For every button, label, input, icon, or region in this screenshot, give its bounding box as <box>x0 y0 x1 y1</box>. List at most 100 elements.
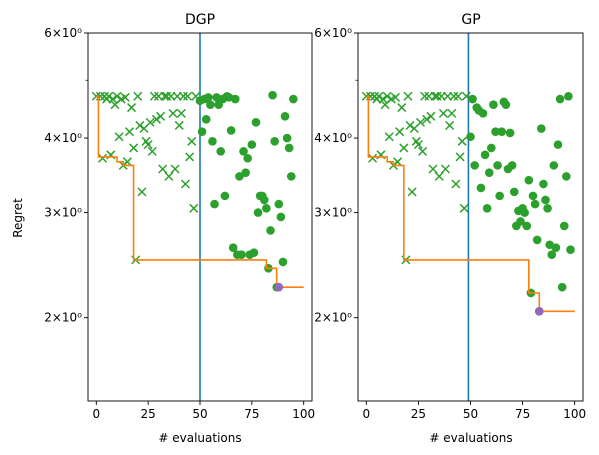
dgp-initial-point <box>176 108 186 118</box>
dgp-initial-point <box>143 140 153 150</box>
dgp-y-tick-label: 6×10⁰ <box>44 26 82 40</box>
gp-initial-point <box>459 203 469 213</box>
dgp-evaluated-point <box>197 127 207 136</box>
gp-initial-point <box>374 91 384 101</box>
gp-initial-point-stroke <box>440 164 451 174</box>
gp-y-tick-label: 2×10⁰ <box>314 311 352 325</box>
dgp-x-tick-label: 0 <box>92 407 100 421</box>
dgp-initial-point <box>97 153 108 163</box>
gp-initial-point <box>403 91 413 101</box>
gp-initial-point <box>432 91 442 101</box>
gp-initial-point-stroke <box>422 114 432 124</box>
gp-evaluated-point <box>559 221 569 231</box>
dgp-initial-point-stroke <box>185 152 195 162</box>
dgp-evaluated-point <box>237 250 246 260</box>
dgp-initial-point-stroke <box>174 120 184 130</box>
gp-evaluated-point <box>547 250 557 260</box>
dgp-initial-point <box>133 91 143 101</box>
gp-initial-point-stroke <box>378 94 388 104</box>
gp-evaluated-point <box>480 150 490 160</box>
gp-evaluated-point <box>516 217 525 226</box>
gp-initial-point-stroke <box>411 136 421 146</box>
dgp-initial-point <box>158 164 168 174</box>
dgp-evaluated-point <box>282 133 292 143</box>
dgp-initial-point <box>149 91 159 101</box>
gp-initial-point <box>426 111 436 121</box>
dgp-evaluated-point <box>274 199 284 209</box>
dgp-x-tick-label: 75 <box>244 407 259 421</box>
dgp-initial-point <box>170 164 180 174</box>
gp-evaluated-point <box>484 168 494 177</box>
dgp-panel: DGP # evaluations Regret 0 25 50 75 100 2×10⁰… <box>11 12 315 445</box>
dgp-initial-point <box>174 120 184 130</box>
gp-x-tick-label: 25 <box>411 407 426 421</box>
gp-evaluated-point <box>539 179 548 189</box>
gp-evaluated-point <box>522 221 532 231</box>
gp-initial-point-stroke <box>434 171 444 181</box>
dgp-initial-point <box>164 171 174 181</box>
dgp-initial-point-stroke <box>164 171 174 181</box>
gp-evaluated-point <box>466 132 475 142</box>
dgp-initial-point <box>189 203 199 213</box>
gp-initial-point-stroke <box>374 91 384 101</box>
dgp-initial-point-stroke <box>189 203 199 213</box>
dgp-x-tick-label: 25 <box>141 407 156 421</box>
dgp-initial-point-stroke <box>143 140 153 150</box>
gp-evaluated-point <box>482 204 492 213</box>
gp-evaluated-point <box>524 175 534 185</box>
gp-initial-point-stroke <box>382 91 392 101</box>
gp-best-so-far-line <box>366 95 575 313</box>
dgp-evaluated-point <box>230 94 240 104</box>
dgp-evaluated-point <box>235 172 244 181</box>
gp-initial-point <box>422 114 432 124</box>
dgp-initial-point <box>108 94 118 104</box>
gp-initial-point-stroke <box>415 117 426 127</box>
dgp-initial-point <box>185 152 195 162</box>
dgp-ylabel: Regret <box>11 198 25 238</box>
dgp-initial-point <box>145 117 155 127</box>
gp-y-tick-label: 4×10⁰ <box>314 131 352 145</box>
gp-initial-point <box>438 108 448 118</box>
dgp-best-point <box>274 282 284 292</box>
gp-initial-point-stroke <box>453 91 463 101</box>
gp-evaluated-point <box>495 191 504 201</box>
dgp-initial-point <box>112 91 122 101</box>
gp-evaluated-point <box>532 235 542 245</box>
gp-xlabel: # evaluations <box>429 431 512 445</box>
dgp-initial-point-stroke <box>183 91 193 101</box>
dgp-initial-point-stroke <box>127 103 137 113</box>
gp-evaluated-point <box>501 100 511 109</box>
dgp-initial-point-stroke <box>114 132 124 142</box>
dgp-initial-point <box>127 103 137 113</box>
gp-initial-point <box>413 140 423 150</box>
dgp-initial-point <box>104 91 114 101</box>
dgp-initial-point-stroke <box>147 146 157 156</box>
gp-initial-point <box>420 91 430 101</box>
gp-initial-point-stroke <box>395 127 405 137</box>
dgp-initial-point-stroke <box>176 108 186 118</box>
dgp-initial-point-stroke <box>91 91 101 101</box>
dgp-initial-point <box>156 111 166 121</box>
dgp-evaluated-point <box>243 153 253 163</box>
gp-initial-point-stroke <box>403 91 413 101</box>
gp-evaluated-point <box>505 128 515 138</box>
dgp-evaluated-point <box>268 90 277 100</box>
gp-evaluated-point <box>537 124 546 133</box>
dgp-x-tick-label: 100 <box>292 407 315 421</box>
gp-evaluated-point <box>491 127 500 136</box>
gp-y-tick-label: 3×10⁰ <box>314 206 352 220</box>
dgp-evaluated-point <box>276 212 286 222</box>
dgp-initial-point-stroke <box>170 164 180 174</box>
dgp-evaluated-point <box>220 191 230 201</box>
gp-initial-point-stroke <box>368 153 378 163</box>
dgp-initial-point-stroke <box>108 94 118 104</box>
dgp-initial-point-stroke <box>178 91 188 101</box>
dgp-initial-point-stroke <box>122 157 132 167</box>
gp-evaluated-point <box>562 172 571 181</box>
gp-plot-area: 0 25 50 75 100 2×10⁰ 3×10⁰ 4×10⁰ 6×10⁰ <box>314 26 586 421</box>
dgp-initial-point-stroke <box>120 92 130 102</box>
dgp-best-so-far-line <box>96 95 304 289</box>
gp-initial-point-stroke <box>384 132 394 142</box>
dgp-initial-point-stroke <box>129 143 139 153</box>
